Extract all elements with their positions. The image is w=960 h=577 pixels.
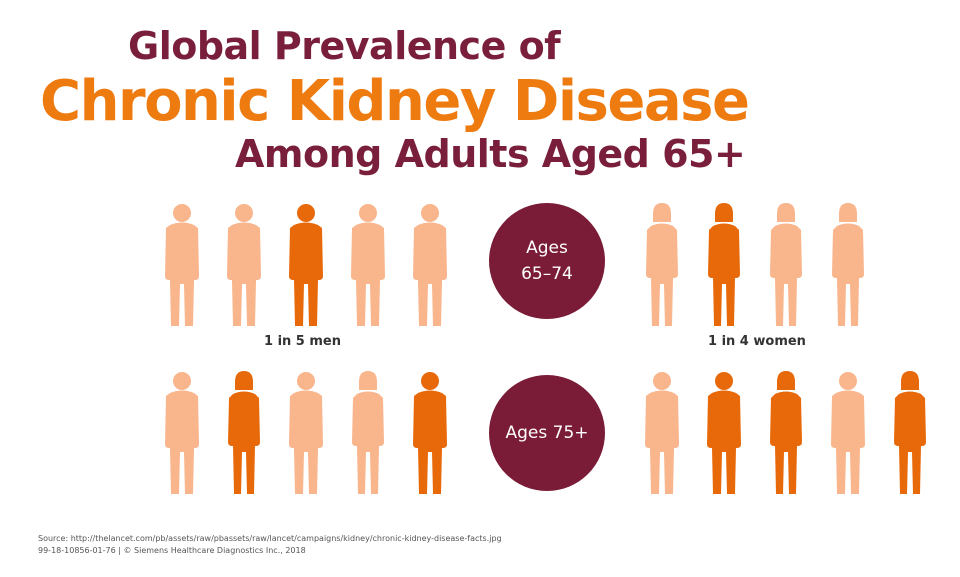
source-citation: Source: http://thelancet.com/pb/assets/r… [38,534,502,543]
woman-figure [700,200,748,328]
age-badge-label: Ages 75+ [505,423,589,443]
title-line-2: Chronic Kidney Disease [40,69,750,134]
woman-figure [638,200,686,328]
title-line-3: Among Adults Aged 65+ [235,132,746,176]
man-figure [158,200,206,328]
man-figure [700,368,748,496]
woman-figure [886,368,934,496]
age-badge-line-1: Ages [526,238,568,258]
infographic-title: Global Prevalence of Chronic Kidney Dise… [0,0,960,190]
title-line-1: Global Prevalence of [128,24,561,68]
woman-figure [220,368,268,496]
age-badge-65-74: Ages 65–74 [489,203,605,319]
age-badge-line-2: 65–74 [521,264,573,284]
man-figure [282,368,330,496]
man-figure [344,200,392,328]
women-ratio-label: 1 in 4 women [708,334,806,349]
woman-figure [824,200,872,328]
men-ratio-label: 1 in 5 men [264,334,341,349]
man-figure [406,200,454,328]
man-figure [824,368,872,496]
copyright-line: 99-18-10856-01-76 | © Siemens Healthcare… [38,546,306,555]
age-badge-75-plus: Ages 75+ [489,375,605,491]
woman-figure [344,368,392,496]
man-figure [638,368,686,496]
man-figure [158,368,206,496]
man-figure [406,368,454,496]
woman-figure [762,200,810,328]
man-figure [220,200,268,328]
man-figure [282,200,330,328]
woman-figure [762,368,810,496]
